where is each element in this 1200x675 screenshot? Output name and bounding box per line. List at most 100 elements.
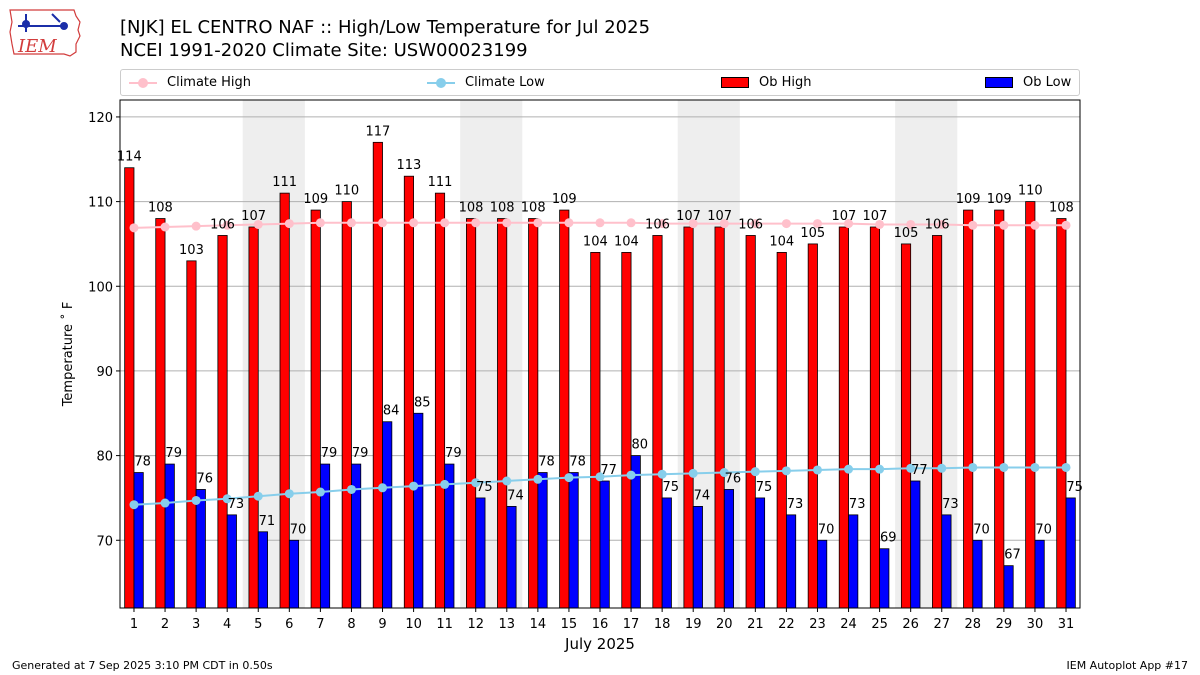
ob-high-label: 103 xyxy=(179,243,204,258)
ob-high-label: 107 xyxy=(676,209,701,224)
ob-low-bar xyxy=(786,514,797,609)
ob-low-label: 71 xyxy=(259,514,276,529)
x-tick-label: 21 xyxy=(747,617,764,632)
ob-high-label: 106 xyxy=(645,217,670,232)
climate-low-point xyxy=(378,483,388,493)
ob-high-label: 113 xyxy=(397,158,422,173)
climate-high-point xyxy=(471,218,481,228)
climate-high-point xyxy=(1061,220,1071,230)
climate-high-point xyxy=(409,218,419,228)
climate-high-point xyxy=(595,218,605,228)
ob-high-bar xyxy=(403,175,414,609)
legend-item-climate-low: Climate Low xyxy=(427,70,545,95)
x-tick-label: 13 xyxy=(499,617,516,632)
ob-low-bar xyxy=(568,472,579,609)
ob-low-label: 84 xyxy=(383,404,400,419)
ob-low-bar xyxy=(661,497,672,609)
ob-low-bar xyxy=(413,412,424,609)
climate-low-point xyxy=(844,464,854,474)
ob-high-bar xyxy=(466,218,477,609)
ob-high-label: 108 xyxy=(148,201,173,216)
footer-generated-note: Generated at 7 Sep 2025 3:10 PM CDT in 0… xyxy=(12,659,273,672)
ob-low-label: 78 xyxy=(134,455,151,470)
ob-high-label: 111 xyxy=(428,175,453,190)
climate-low-point xyxy=(906,463,916,473)
ob-low-label: 80 xyxy=(631,438,648,453)
climate-low-point xyxy=(440,479,450,489)
climate-high-point xyxy=(378,218,388,228)
logo-text: IEM xyxy=(17,36,57,57)
climate-high-point xyxy=(129,223,139,233)
ob-high-bar xyxy=(1056,218,1067,609)
ob-high-label: 108 xyxy=(459,201,484,216)
ob-high-bar xyxy=(528,218,539,609)
y-tick-label: 120 xyxy=(88,111,113,126)
climate-low-point xyxy=(564,473,574,483)
ob-low-label: 69 xyxy=(880,531,897,546)
y-tick-label: 80 xyxy=(96,450,113,465)
climate-high-point xyxy=(564,218,574,228)
climate-high-point xyxy=(440,218,450,228)
x-tick-label: 12 xyxy=(467,617,484,632)
climate-low-point xyxy=(315,487,325,497)
ob-high-bar xyxy=(341,201,352,609)
x-tick-label: 11 xyxy=(436,617,453,632)
ob-high-bar xyxy=(217,235,228,609)
ob-high-bar xyxy=(372,141,383,609)
climate-high-point xyxy=(222,220,232,230)
ob-high-label: 104 xyxy=(583,234,608,249)
ob-low-label: 76 xyxy=(725,471,742,486)
y-tick-label: 100 xyxy=(88,280,113,295)
climate-high-point xyxy=(253,219,263,229)
ob-low-label: 78 xyxy=(569,455,586,470)
climate-low-point xyxy=(284,489,294,499)
ob-high-label: 105 xyxy=(894,226,919,241)
ob-low-label: 74 xyxy=(507,488,524,503)
x-tick-label: 26 xyxy=(902,617,919,632)
ob-low-bar xyxy=(972,539,983,609)
climate-high-point xyxy=(160,222,170,232)
ob-high-label: 110 xyxy=(1018,184,1043,199)
legend-label-climate-high: Climate High xyxy=(167,75,252,90)
ob-low-label: 73 xyxy=(787,497,804,512)
climate-low-point xyxy=(502,476,512,486)
x-tick-label: 16 xyxy=(592,617,609,632)
ob-low-bar xyxy=(537,472,548,609)
ob-high-label: 109 xyxy=(956,192,981,207)
ob-low-label: 75 xyxy=(756,480,773,495)
ob-high-bar xyxy=(900,243,912,609)
ob-high-bar xyxy=(559,209,570,609)
climate-low-point xyxy=(657,469,667,479)
climate-high-point xyxy=(191,221,201,231)
x-tick-label: 14 xyxy=(530,617,547,632)
legend-item-ob-high: Ob High xyxy=(721,70,812,95)
ob-low-label: 73 xyxy=(849,497,866,512)
ob-low-bar xyxy=(288,539,300,609)
ob-low-label: 79 xyxy=(165,446,182,461)
x-tick-label: 18 xyxy=(654,617,671,632)
ob-high-label: 106 xyxy=(925,217,950,232)
climate-high-point xyxy=(626,218,636,228)
ob-low-label: 70 xyxy=(818,522,835,537)
x-tick-label: 30 xyxy=(1027,617,1044,632)
chart-subtitle: NCEI 1991-2020 Climate Site: USW00023199 xyxy=(120,40,528,61)
ob-high-label: 104 xyxy=(769,234,794,249)
climate-low-point xyxy=(688,468,698,478)
climate-low-point xyxy=(471,478,481,488)
climate-high-point xyxy=(657,219,667,229)
legend-item-climate-high: Climate High xyxy=(129,70,251,95)
ob-low-bar xyxy=(817,539,828,609)
footer-app-credit: IEM Autoplot App #17 xyxy=(1066,659,1189,672)
climate-low-point xyxy=(595,472,605,482)
ob-high-label: 109 xyxy=(987,192,1012,207)
x-tick-label: 29 xyxy=(996,617,1013,632)
ob-low-bar xyxy=(195,489,206,609)
ob-low-bar xyxy=(599,480,610,609)
y-axis-label: Temperature ˚ F xyxy=(60,302,76,408)
ob-high-label: 109 xyxy=(303,192,328,207)
x-tick-label: 20 xyxy=(716,617,733,632)
y-tick-label: 110 xyxy=(88,196,113,211)
ob-high-bar xyxy=(155,218,166,609)
ob-high-bar xyxy=(497,218,508,609)
climate-high-point xyxy=(719,219,729,229)
